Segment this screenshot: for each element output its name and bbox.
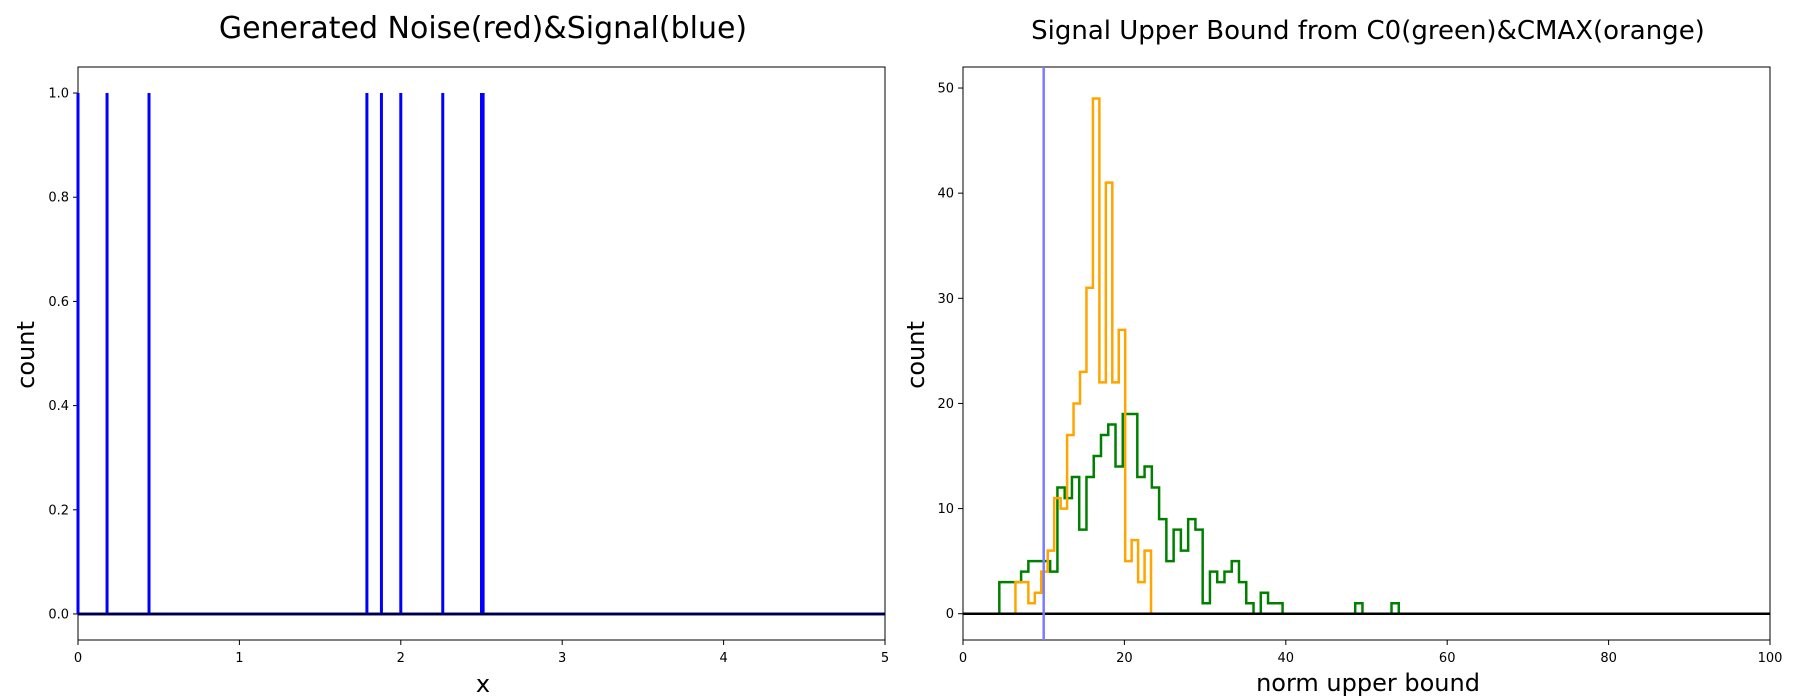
chart-right-y-tick-label: 50 <box>937 82 954 97</box>
chart-right-title: Signal Upper Bound from C0(green)&CMAX(o… <box>1031 16 1705 46</box>
chart-left-plot-area: 0 1 2 3 4 5 0.0 0.2 0.4 0.6 0.8 1.0 <box>48 66 889 666</box>
chart-right-y-tick-label: 20 <box>937 397 954 412</box>
chart-right-x-tick-label: 60 <box>1439 651 1456 666</box>
chart-left-x-tick-label: 1 <box>235 651 243 666</box>
chart-left-title: Generated Noise(red)&Signal(blue) <box>219 11 747 46</box>
chart-right-y-tick-label: 40 <box>937 187 954 202</box>
chart-right-axes-frame <box>962 66 1771 641</box>
chart-left-x-tick-label: 0 <box>74 651 82 666</box>
chart-left-y-tick-label: 0.0 <box>48 607 69 622</box>
chart-left-x-tick-label: 4 <box>719 651 727 666</box>
chart-right-x-tick-label: 20 <box>1116 651 1133 666</box>
chart-right-x-tick-label: 80 <box>1600 651 1617 666</box>
chart-right-plot-area: 0 20 40 60 80 100 0 10 20 30 40 50 <box>937 66 1783 666</box>
chart-left-y-tick-label: 0.8 <box>48 191 69 206</box>
chart-left: Generated Noise(red)&Signal(blue) 0 1 2 3 4 5… <box>12 11 889 698</box>
chart-left-x-tick-label: 2 <box>397 651 405 666</box>
chart-right-ylabel: count <box>902 321 930 389</box>
chart-left-y-tick-label: 1.0 <box>48 87 69 102</box>
chart-right-y-tick-label: 30 <box>937 292 954 307</box>
chart-left-xlabel: x <box>476 670 490 698</box>
chart-left-x-tick-label: 5 <box>881 651 889 666</box>
chart-right-x-tick-label: 100 <box>1758 651 1783 666</box>
chart-right-y-tick-label: 0 <box>946 607 954 622</box>
chart-right-x-tick-label: 0 <box>959 651 967 666</box>
chart-left-y-tick-label: 0.2 <box>48 503 69 518</box>
chart-right-xlabel: norm upper bound <box>1256 669 1480 697</box>
cmax-histogram-orange <box>1014 97 1184 615</box>
c0-histogram-green <box>998 412 1401 615</box>
chart-right-x-tick-label: 40 <box>1278 651 1295 666</box>
chart-left-y-tick-label: 0.4 <box>48 399 69 414</box>
chart-right-y-tick-label: 10 <box>937 502 954 517</box>
chart-left-x-tick-label: 3 <box>558 651 566 666</box>
chart-right: Signal Upper Bound from C0(green)&CMAX(o… <box>902 16 1782 697</box>
chart-left-y-tick-label: 0.6 <box>48 295 69 310</box>
chart-left-ylabel: count <box>12 321 40 389</box>
